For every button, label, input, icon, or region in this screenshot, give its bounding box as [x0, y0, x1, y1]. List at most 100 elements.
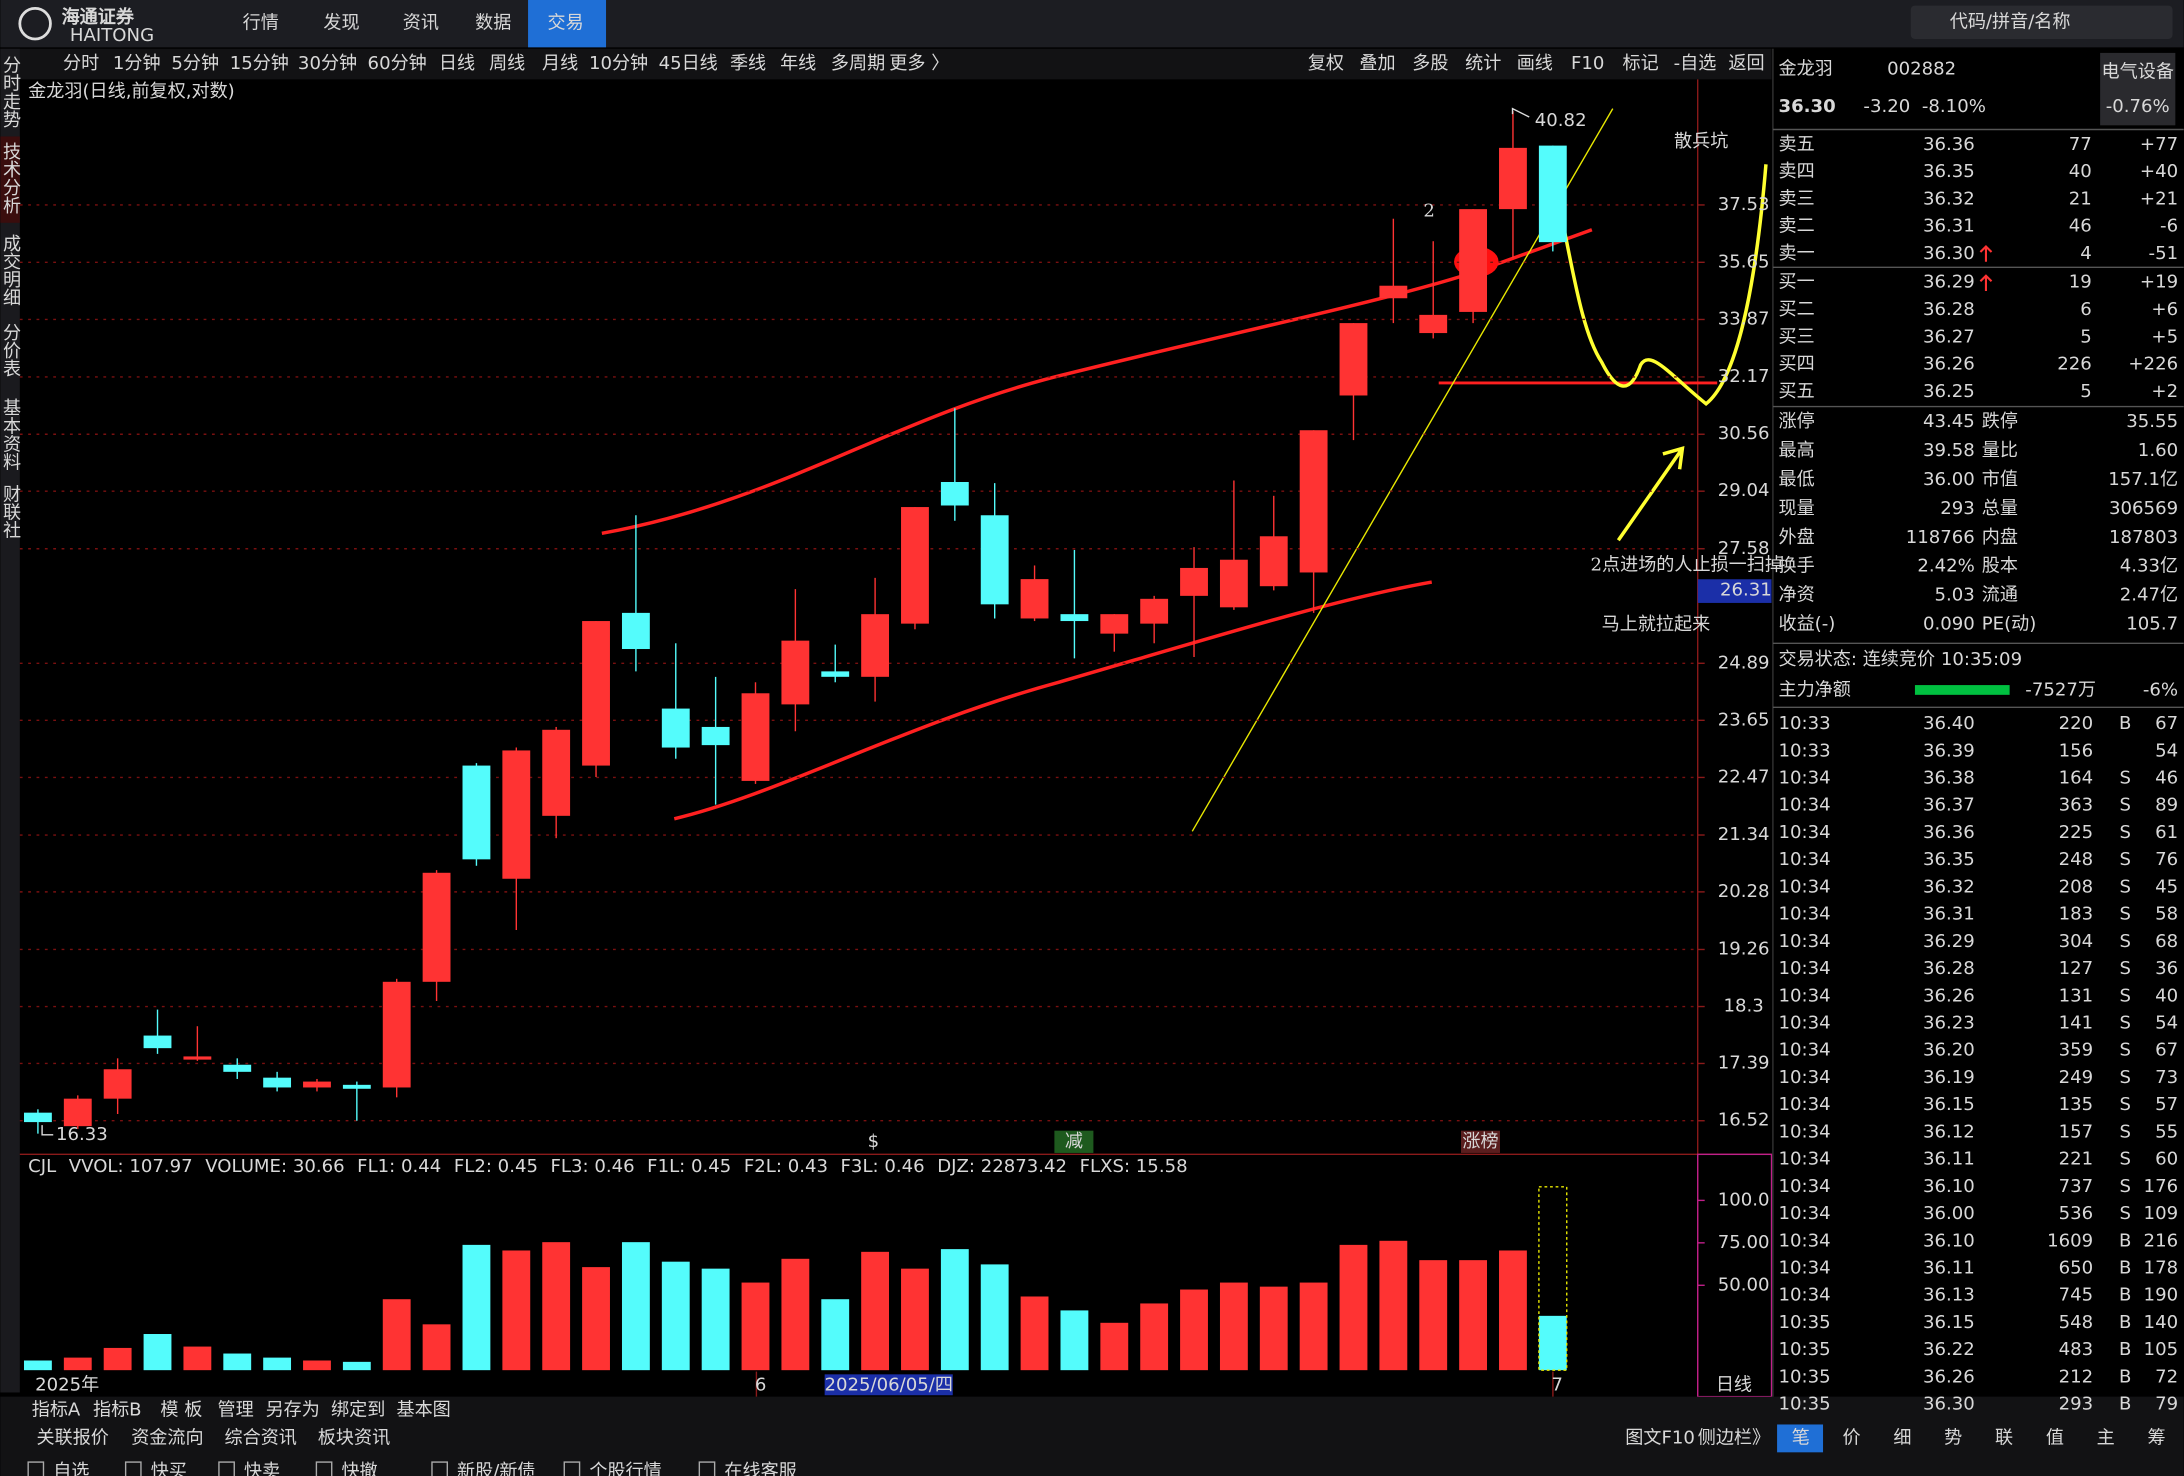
volume-bar — [1379, 1240, 1408, 1371]
stat-label: 最低 — [1778, 469, 1814, 490]
period-button[interactable]: 更多 〉 — [889, 53, 949, 74]
volume-bar — [741, 1282, 770, 1371]
period-button[interactable]: 周线 — [489, 53, 525, 74]
period-button[interactable]: 季线 — [730, 53, 766, 74]
stat-label: 收益(-) — [1778, 614, 1835, 635]
tool-button[interactable]: 画线 — [1517, 53, 1553, 74]
tool-button[interactable]: 多股 — [1412, 53, 1448, 74]
volume-bar — [1100, 1322, 1129, 1371]
action-button[interactable]: 新股/新债 — [457, 1461, 535, 1476]
trade-count: 76 — [2155, 849, 2178, 870]
period-button[interactable]: 分时 — [63, 53, 99, 74]
side-tab[interactable]: 成交明细 — [0, 234, 21, 306]
trade-time: 10:35 — [1778, 1394, 1830, 1415]
indicator-tab[interactable]: 模 板 — [160, 1400, 202, 1421]
action-button[interactable]: 自选 — [53, 1461, 89, 1476]
panel-tab[interactable]: 细 — [1893, 1427, 1911, 1448]
book-price: 36.28 — [1923, 299, 1975, 320]
indicator-tab[interactable]: 另存为 — [266, 1400, 320, 1421]
stat-value: 0.090 — [1923, 614, 1975, 635]
tool-button[interactable]: 统计 — [1465, 53, 1501, 74]
candle-body — [542, 729, 571, 816]
panel-tab[interactable]: 联 — [1995, 1427, 2013, 1448]
panel-tab[interactable]: 笔 — [1792, 1427, 1810, 1448]
trade-time: 10:34 — [1778, 1203, 1830, 1224]
f10-link[interactable]: 图文F10 — [1625, 1427, 1695, 1448]
nav-item[interactable]: 数据 — [475, 13, 511, 34]
info-tab[interactable]: 板块资讯 — [318, 1427, 390, 1448]
trade-side: S — [2119, 1094, 2131, 1115]
action-icon — [315, 1461, 333, 1476]
period-button[interactable]: 月线 — [542, 53, 578, 74]
trade-side: S — [2119, 1067, 2131, 1088]
side-tab[interactable]: 财联社 — [0, 485, 21, 539]
candle-body — [781, 640, 810, 705]
panel-tab[interactable]: 筹 — [2147, 1427, 2165, 1448]
indicator-tab[interactable]: 基本图 — [396, 1400, 450, 1421]
volume-bar — [1299, 1282, 1328, 1371]
trade-time: 10:34 — [1778, 985, 1830, 1006]
nav-item[interactable]: 发现 — [323, 13, 359, 34]
side-tab[interactable]: 分时走势 — [0, 56, 21, 128]
stat-label: PE(动) — [1982, 614, 2037, 635]
search-box[interactable] — [1910, 5, 2173, 39]
stat-value: 2.42% — [1917, 556, 1974, 577]
period-button[interactable]: 多周期 — [831, 53, 885, 74]
action-button[interactable]: 在线客服 — [724, 1461, 796, 1476]
panel-tab[interactable]: 价 — [1843, 1427, 1861, 1448]
trade-side: S — [2119, 958, 2131, 979]
action-button[interactable]: 个股行情 — [589, 1461, 661, 1476]
period-button[interactable]: 15分钟 — [230, 53, 289, 74]
info-tab[interactable]: 资金流向 — [131, 1427, 203, 1448]
trade-time: 10:34 — [1778, 1176, 1830, 1197]
nav-item[interactable]: 交易 — [548, 13, 584, 34]
trade-side: S — [2119, 1121, 2131, 1142]
side-tab[interactable]: 分价表 — [0, 323, 21, 377]
side-tab[interactable]: 基本资料 — [0, 398, 21, 470]
trade-side: S — [2119, 849, 2131, 870]
tool-button[interactable]: 复权 — [1308, 53, 1344, 74]
candle-body — [661, 708, 690, 748]
sidebar-toggle[interactable]: 侧边栏》 — [1698, 1427, 1770, 1448]
tool-button[interactable]: 返回 — [1728, 53, 1764, 74]
period-button[interactable]: 5分钟 — [171, 53, 219, 74]
trade-price: 36.11 — [1923, 1258, 1975, 1279]
period-button[interactable]: 日线 — [439, 53, 475, 74]
search-placeholder: 代码/拼音/名称 — [1950, 11, 2071, 32]
indicator-tab[interactable]: 指标A — [32, 1400, 81, 1421]
panel-tab[interactable]: 主 — [2097, 1427, 2115, 1448]
trade-count: 60 — [2155, 1149, 2178, 1170]
info-tab[interactable]: 关联报价 — [37, 1427, 109, 1448]
period-button[interactable]: 60分钟 — [368, 53, 427, 74]
book-volume: 5 — [2080, 381, 2092, 402]
action-button[interactable]: 快买 — [151, 1461, 187, 1476]
trade-price: 36.26 — [1923, 985, 1975, 1006]
side-tabs-bg — [0, 48, 20, 1393]
nav-item[interactable]: 行情 — [243, 13, 279, 34]
book-change: +5 — [2151, 326, 2178, 347]
period-button[interactable]: 30分钟 — [298, 53, 357, 74]
period-button[interactable]: 45日线 — [659, 53, 718, 74]
action-button[interactable]: 快撤 — [341, 1461, 377, 1476]
panel-tab[interactable]: 势 — [1944, 1427, 1962, 1448]
tool-button[interactable]: -自选 — [1674, 53, 1717, 74]
panel-tab[interactable]: 值 — [2046, 1427, 2064, 1448]
tool-button[interactable]: F10 — [1571, 53, 1604, 74]
indicator-tab[interactable]: 指标B — [93, 1400, 142, 1421]
book-change: +21 — [2140, 188, 2178, 209]
tool-button[interactable]: 叠加 — [1359, 53, 1395, 74]
indicator-tab[interactable]: 绑定到 — [331, 1400, 385, 1421]
tool-button[interactable]: 标记 — [1623, 53, 1659, 74]
period-button[interactable]: 10分钟 — [589, 53, 648, 74]
side-tab[interactable]: 技术分析 — [0, 142, 21, 214]
trade-volume: 293 — [2059, 1394, 2094, 1415]
period-button[interactable]: 1分钟 — [113, 53, 161, 74]
nav-item[interactable]: 资讯 — [403, 13, 439, 34]
info-tab[interactable]: 综合资讯 — [225, 1427, 297, 1448]
period-button[interactable]: 年线 — [780, 53, 816, 74]
action-button[interactable]: 快卖 — [244, 1461, 280, 1476]
trade-count: 190 — [2144, 1285, 2179, 1306]
indicator-tab[interactable]: 管理 — [218, 1400, 254, 1421]
price-change: -3.20 — [1863, 96, 1910, 117]
